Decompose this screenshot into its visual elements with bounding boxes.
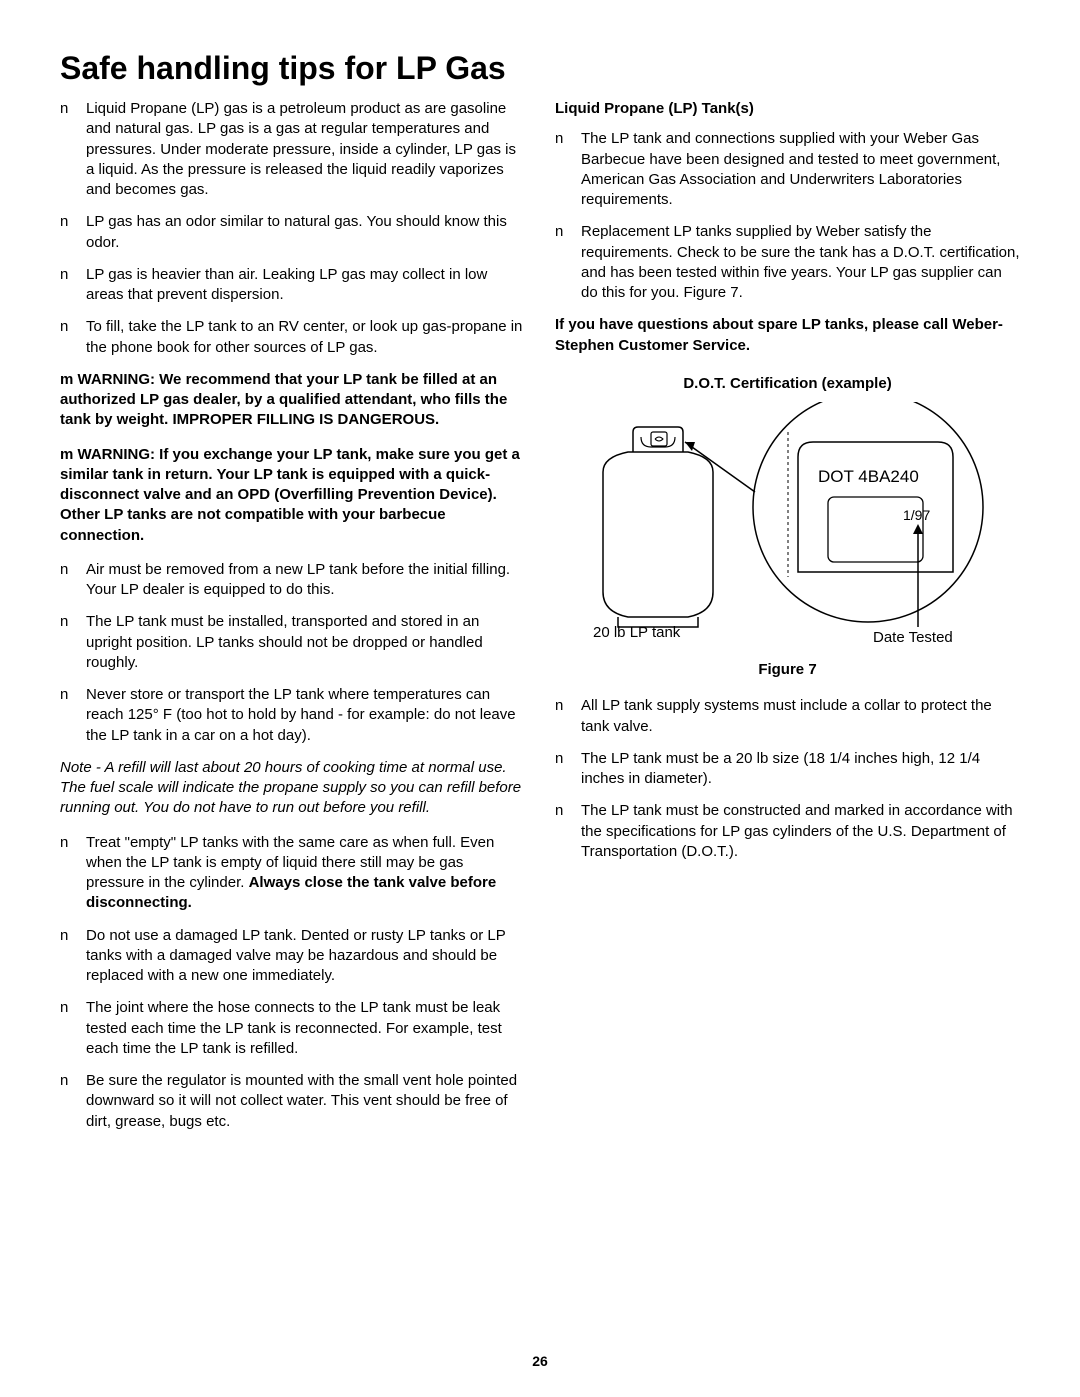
content-columns: n Liquid Propane (LP) gas is a petroleum… (60, 99, 1020, 1144)
bullet-text: Liquid Propane (LP) gas is a petroleum p… (86, 99, 525, 200)
bullet-marker: n (60, 612, 86, 673)
collar-detail-icon: DOT 4BA240 1/97 (788, 432, 953, 577)
bullet-marker: n (60, 926, 86, 987)
warning-text: WARNING: If you exchange your LP tank, m… (60, 446, 520, 544)
bullet-marker: n (555, 749, 581, 790)
section-heading: Liquid Propane (LP) Tank(s) (555, 99, 1020, 119)
figure-diagram: DOT 4BA240 1/97 20 lb LP tank Date Teste… (555, 402, 1020, 652)
warning-block: m WARNING: If you exchange your LP tank,… (60, 445, 525, 546)
list-item: n Be sure the regulator is mounted with … (60, 1071, 525, 1132)
date-tested-label-text: Date Tested (873, 629, 953, 646)
figure-caption: Figure 7 (555, 660, 1020, 680)
page-title: Safe handling tips for LP Gas (60, 50, 1020, 87)
bullet-marker: n (555, 222, 581, 303)
list-item: n LP gas has an odor similar to natural … (60, 212, 525, 253)
warning-text: WARNING: We recommend that your LP tank … (60, 371, 507, 429)
list-item: n The LP tank must be a 20 lb size (18 1… (555, 749, 1020, 790)
bullet-marker: n (60, 1071, 86, 1132)
list-item: n Do not use a damaged LP tank. Dented o… (60, 926, 525, 987)
bullet-marker: n (555, 696, 581, 737)
list-item: n The LP tank and connections supplied w… (555, 129, 1020, 210)
bullet-text: To fill, take the LP tank to an RV cente… (86, 317, 525, 358)
bullet-text: Air must be removed from a new LP tank b… (86, 560, 525, 601)
tank-icon (603, 427, 713, 627)
bullet-marker: n (60, 265, 86, 306)
bullet-marker: n (555, 129, 581, 210)
bullet-text: The joint where the hose connects to the… (86, 998, 525, 1059)
list-item: n The LP tank must be installed, transpo… (60, 612, 525, 673)
list-item: n The joint where the hose connects to t… (60, 998, 525, 1059)
warning-marker: m (60, 371, 73, 388)
date-value-text: 1/97 (903, 507, 930, 523)
bullet-marker: n (555, 801, 581, 862)
right-column: Liquid Propane (LP) Tank(s) n The LP tan… (555, 99, 1020, 1144)
bullet-marker: n (60, 685, 86, 746)
list-item: n Liquid Propane (LP) gas is a petroleum… (60, 99, 525, 200)
page-number: 26 (0, 1353, 1080, 1369)
contact-note: If you have questions about spare LP tan… (555, 315, 1020, 356)
list-item: n The LP tank must be constructed and ma… (555, 801, 1020, 862)
warning-marker: m (60, 446, 73, 463)
dot-certification-svg: DOT 4BA240 1/97 20 lb LP tank Date Teste… (573, 402, 1003, 652)
bullet-text: Treat "empty" LP tanks with the same car… (86, 833, 525, 914)
warning-block: m WARNING: We recommend that your LP tan… (60, 370, 525, 431)
bullet-text: LP gas has an odor similar to natural ga… (86, 212, 525, 253)
list-item: n Treat "empty" LP tanks with the same c… (60, 833, 525, 914)
list-item: n Replacement LP tanks supplied by Weber… (555, 222, 1020, 303)
list-item: n Air must be removed from a new LP tank… (60, 560, 525, 601)
bullet-text: All LP tank supply systems must include … (581, 696, 1020, 737)
bullet-text: Never store or transport the LP tank whe… (86, 685, 525, 746)
bullet-marker: n (60, 833, 86, 914)
figure-title: D.O.T. Certification (example) (555, 374, 1020, 394)
bullet-marker: n (60, 998, 86, 1059)
bullet-marker: n (60, 560, 86, 601)
bullet-marker: n (60, 317, 86, 358)
bullet-marker: n (60, 212, 86, 253)
list-item: n Never store or transport the LP tank w… (60, 685, 525, 746)
bullet-marker: n (60, 99, 86, 200)
list-item: n LP gas is heavier than air. Leaking LP… (60, 265, 525, 306)
dot-code-text: DOT 4BA240 (818, 467, 919, 486)
bullet-text: Replacement LP tanks supplied by Weber s… (581, 222, 1020, 303)
tank-label-text: 20 lb LP tank (593, 624, 681, 641)
bullet-text: Do not use a damaged LP tank. Dented or … (86, 926, 525, 987)
bullet-text: LP gas is heavier than air. Leaking LP g… (86, 265, 525, 306)
left-column: n Liquid Propane (LP) gas is a petroleum… (60, 99, 525, 1144)
note-block: Note - A refill will last about 20 hours… (60, 758, 525, 819)
arrow-to-tank-icon (685, 442, 755, 492)
bullet-text: Be sure the regulator is mounted with th… (86, 1071, 525, 1132)
list-item: n All LP tank supply systems must includ… (555, 696, 1020, 737)
bullet-text: The LP tank must be a 20 lb size (18 1/4… (581, 749, 1020, 790)
bullet-text: The LP tank must be installed, transport… (86, 612, 525, 673)
list-item: n To fill, take the LP tank to an RV cen… (60, 317, 525, 358)
bullet-text: The LP tank must be constructed and mark… (581, 801, 1020, 862)
bullet-text: The LP tank and connections supplied wit… (581, 129, 1020, 210)
